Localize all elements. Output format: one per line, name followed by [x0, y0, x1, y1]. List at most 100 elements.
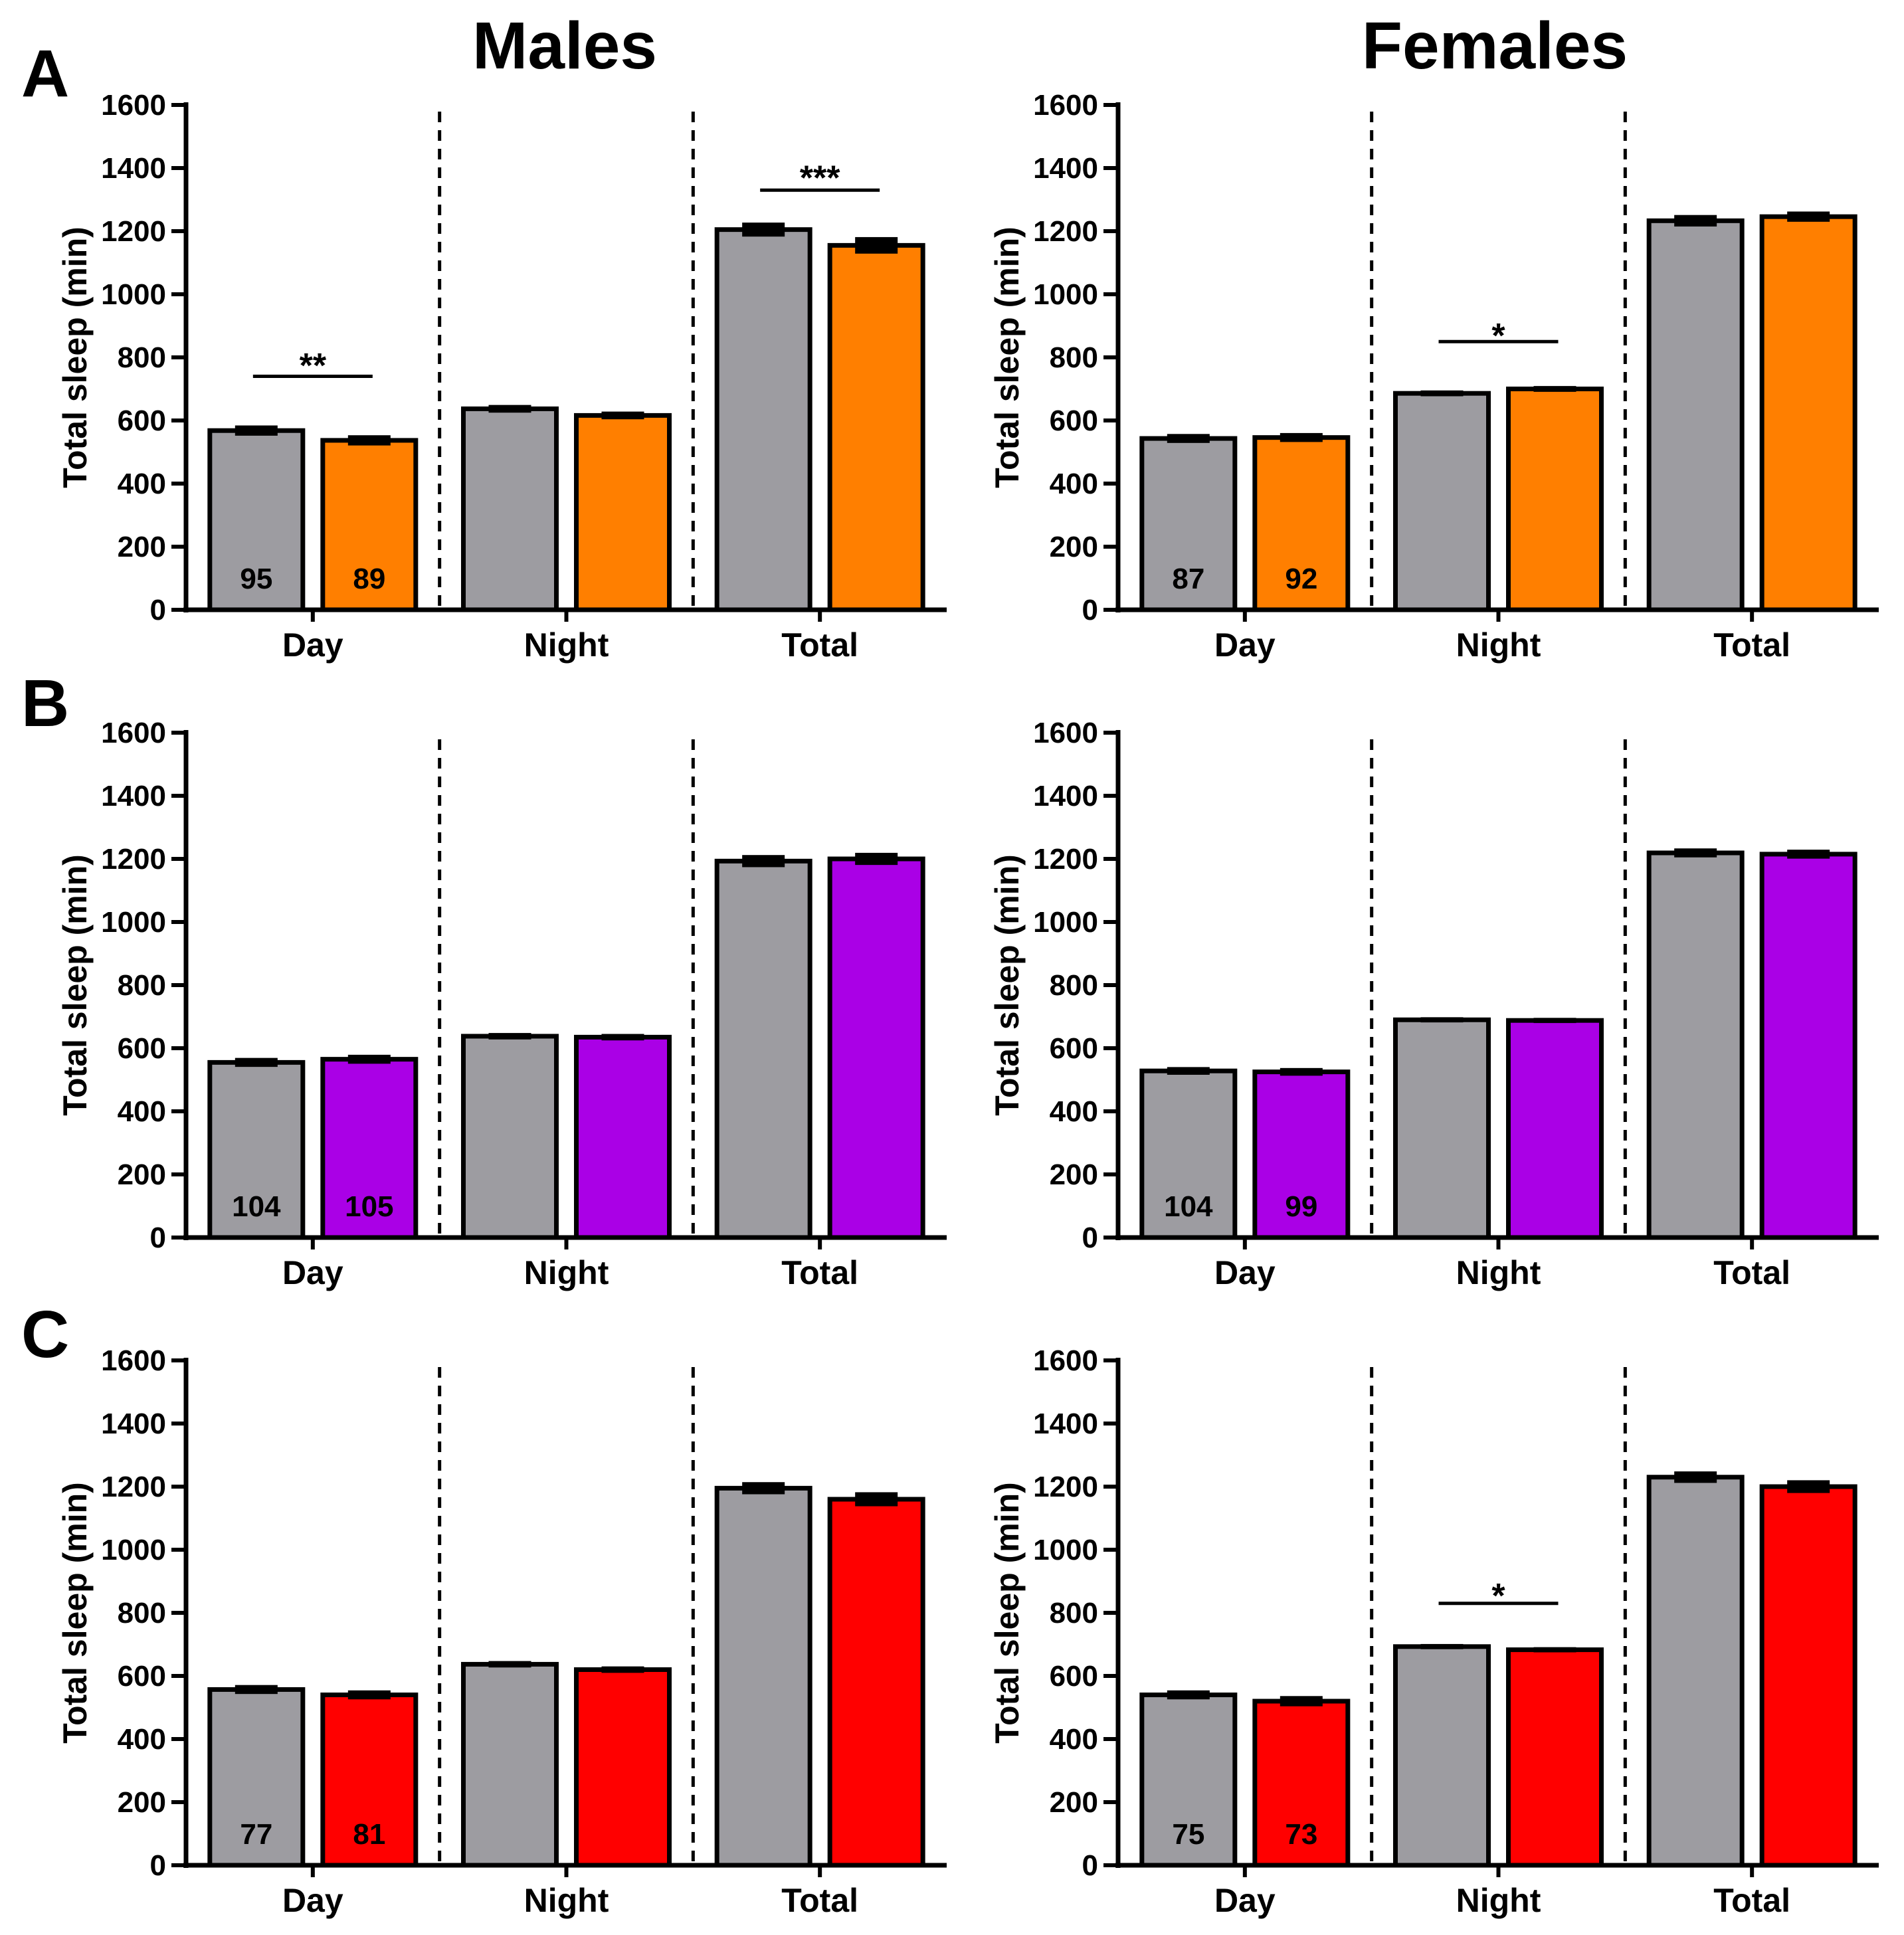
error-bar-cap — [1280, 1067, 1323, 1076]
chart-C-males: 0 200 400 600 800 1000 1200 1400 1600 Total sleep… — [56, 1344, 947, 1919]
bar-control-night — [1393, 1644, 1491, 1868]
n-label-control: 87 — [1172, 563, 1204, 595]
error-bar-cap — [1420, 1643, 1464, 1649]
y-axis-label: Total sleep (min) — [989, 1482, 1026, 1744]
error-bar-cap — [1420, 390, 1464, 397]
y-tick-label: 400 — [1050, 1095, 1098, 1128]
significance-stars: *** — [800, 159, 840, 197]
bar-treatment-total — [1759, 214, 1857, 612]
y-tick-label: 1200 — [101, 843, 166, 875]
bar-treatment-day — [320, 438, 419, 612]
bar-control-day — [1139, 1693, 1238, 1868]
bar-control-total — [714, 227, 812, 612]
y-tick-label: 1400 — [1033, 780, 1098, 812]
n-label-control: 77 — [240, 1818, 272, 1851]
bar-control-day — [1139, 1068, 1238, 1240]
y-tick-label: 800 — [118, 969, 166, 1002]
bar-treatment-total — [827, 242, 925, 612]
y-axis-label: Total sleep (min) — [56, 1482, 94, 1744]
y-tick-label: 1400 — [101, 780, 166, 812]
bar-control-night — [461, 1661, 559, 1868]
y-tick-label: 0 — [1082, 1849, 1098, 1882]
y-tick-label: 1400 — [101, 1408, 166, 1440]
x-tick-label-total: Total — [1713, 626, 1790, 664]
y-tick-label: 200 — [118, 1786, 166, 1819]
y-tick-label: 1200 — [101, 215, 166, 248]
y-tick-label: 1000 — [1033, 1534, 1098, 1566]
bar-control-day — [1139, 436, 1238, 612]
bar-control-day — [207, 428, 306, 612]
column-title-females: Females — [1362, 9, 1628, 83]
y-tick-label: 1200 — [101, 1471, 166, 1503]
y-tick-label: 0 — [150, 1222, 166, 1254]
error-bar-cap — [1787, 1480, 1830, 1493]
y-tick-label: 200 — [1050, 531, 1098, 563]
y-tick-label: 1000 — [101, 1534, 166, 1566]
x-tick-label-day: Day — [282, 1882, 343, 1919]
error-bar-cap — [601, 1666, 644, 1673]
error-bar-cap — [347, 1690, 391, 1700]
bar-treatment-night — [1506, 1018, 1604, 1240]
y-tick-label: 1200 — [1033, 843, 1098, 875]
bar-control-total — [1646, 850, 1745, 1240]
bar-treatment-total — [1759, 1484, 1857, 1868]
y-tick-label: 1600 — [1033, 89, 1098, 122]
bar-treatment-night — [574, 1034, 672, 1240]
error-bar-cap — [855, 852, 898, 866]
n-label-control: 95 — [240, 563, 272, 595]
x-tick-label-total: Total — [1713, 1882, 1790, 1919]
y-tick-label: 400 — [118, 1095, 166, 1128]
y-tick-label: 800 — [118, 341, 166, 374]
charts-layer: 0 200 400 600 800 1000 1200 1400 1600 Total sleep… — [56, 89, 1879, 1919]
error-bar-cap — [742, 1482, 785, 1495]
error-bar-cap — [1533, 1018, 1576, 1024]
bar-treatment-total — [827, 1497, 925, 1868]
y-tick-label: 0 — [150, 1849, 166, 1882]
bar-control-night — [1393, 1017, 1491, 1240]
error-bar-cap — [601, 1034, 644, 1041]
y-tick-label: 1200 — [1033, 1471, 1098, 1503]
chart-B-females: 0 200 400 600 800 1000 1200 1400 1600 Total sleep… — [989, 717, 1879, 1291]
n-label-treatment: 81 — [353, 1818, 385, 1851]
error-bar-cap — [1674, 1471, 1717, 1483]
n-label-control: 75 — [1172, 1818, 1204, 1851]
bar-treatment-night — [1506, 1647, 1604, 1868]
error-bar-cap — [601, 411, 644, 420]
significance-stars: * — [1491, 1577, 1505, 1615]
y-tick-label: 1000 — [101, 278, 166, 311]
x-tick-label-night: Night — [1456, 626, 1541, 664]
y-tick-label: 200 — [118, 1158, 166, 1191]
y-tick-label: 800 — [1050, 341, 1098, 374]
error-bar-cap — [1280, 432, 1323, 442]
error-bar-cap — [1787, 211, 1830, 222]
bar-treatment-night — [574, 413, 672, 612]
significance-stars: * — [1491, 317, 1505, 355]
bar-control-day — [207, 1060, 306, 1240]
chart-B-males: 0 200 400 600 800 1000 1200 1400 1600 Total sleep… — [56, 717, 947, 1291]
error-bar-cap — [1167, 1067, 1210, 1075]
x-tick-label-day: Day — [1214, 1254, 1276, 1291]
error-bar-cap — [1420, 1017, 1464, 1023]
error-bar-cap — [1533, 1647, 1576, 1653]
significance-stars: ** — [300, 347, 327, 385]
bar-control-total — [714, 858, 812, 1240]
bar-treatment-total — [1759, 852, 1857, 1240]
n-label-treatment: 89 — [353, 563, 385, 595]
y-tick-label: 400 — [1050, 468, 1098, 500]
y-tick-label: 1600 — [1033, 1344, 1098, 1377]
y-tick-label: 400 — [1050, 1723, 1098, 1756]
x-tick-label-night: Night — [524, 1254, 609, 1291]
n-label-treatment: 99 — [1285, 1190, 1317, 1223]
y-tick-label: 400 — [118, 1723, 166, 1756]
x-tick-label-night: Night — [524, 626, 609, 664]
y-tick-label: 200 — [118, 531, 166, 563]
y-tick-label: 600 — [1050, 405, 1098, 437]
error-bar-cap — [488, 1661, 531, 1668]
error-bar-cap — [855, 236, 898, 254]
bar-treatment-night — [1506, 387, 1604, 612]
y-tick-label: 0 — [1082, 1222, 1098, 1254]
y-tick-label: 1000 — [1033, 278, 1098, 311]
x-tick-label-day: Day — [1214, 626, 1276, 664]
error-bar-cap — [347, 435, 391, 446]
y-tick-label: 600 — [118, 1032, 166, 1065]
